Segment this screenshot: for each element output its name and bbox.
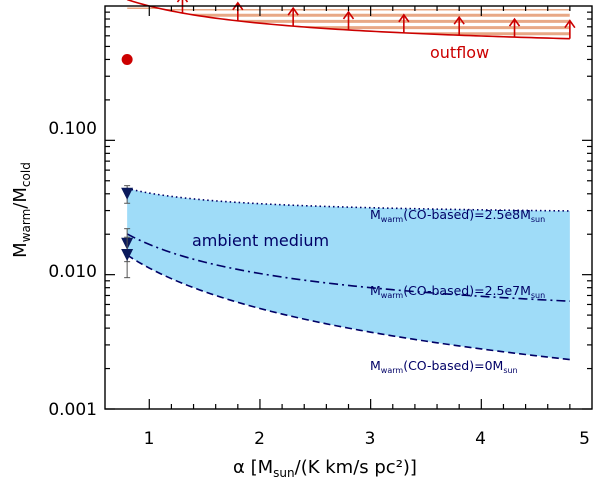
ambient-markers bbox=[121, 185, 134, 279]
label-co-0: Mwarm(CO-based)=0Msun bbox=[370, 358, 518, 375]
axis-ticks bbox=[105, 6, 592, 410]
x-axis-title: α [Msun/(K km/s pc²)] bbox=[233, 457, 417, 479]
ambient-medium-label: ambient medium bbox=[192, 231, 329, 250]
outflow-arrowhead-7 bbox=[508, 17, 521, 27]
x-tick-label-3: 3 bbox=[365, 429, 376, 449]
ambient-medium-region bbox=[127, 188, 570, 360]
y-tick-label-0-100: 0.100 bbox=[48, 119, 97, 139]
ambient-marker-0 bbox=[121, 187, 134, 200]
outflow-arrowhead-5 bbox=[398, 13, 410, 23]
outflow-arrowhead-8 bbox=[564, 19, 576, 29]
label-co-2-5e7: Mwarm(CO-based)=2.5e7Msun bbox=[370, 283, 545, 300]
x-tick-label-1: 1 bbox=[144, 429, 155, 449]
label-co-2-5e8: Mwarm(CO-based)=2.5e8Msun bbox=[370, 207, 545, 224]
co-2-5e7-curve bbox=[126, 233, 570, 302]
outflow-arrowhead-3 bbox=[287, 6, 299, 16]
x-tick-label-5: 5 bbox=[579, 429, 590, 449]
outflow-arrowhead-6 bbox=[453, 15, 465, 25]
co-0-curve bbox=[126, 254, 570, 361]
x-tick-label-2: 2 bbox=[254, 429, 265, 449]
outflow-point bbox=[121, 53, 133, 65]
outflow-arrowhead-4 bbox=[342, 10, 355, 20]
outflow-label: outflow bbox=[430, 43, 489, 62]
x-tick-label-4: 4 bbox=[475, 429, 486, 449]
co-2-5e8-curve bbox=[126, 187, 570, 212]
ambient-marker-2 bbox=[121, 249, 134, 262]
outflow-arrowhead-2 bbox=[232, 1, 244, 11]
y-tick-label-0-010: 0.010 bbox=[48, 262, 97, 282]
y-axis-title: Mwarm/Mcold bbox=[10, 162, 33, 258]
outflow-arrows bbox=[121, 0, 576, 65]
y-tick-label-0-001: 0.001 bbox=[48, 400, 97, 420]
